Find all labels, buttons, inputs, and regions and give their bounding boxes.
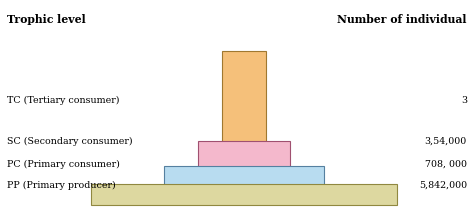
- Text: Trophic level: Trophic level: [7, 14, 86, 25]
- Text: TC (Tertiary consumer): TC (Tertiary consumer): [7, 96, 119, 105]
- Text: 708, 000: 708, 000: [425, 160, 467, 169]
- Bar: [198, 141, 291, 181]
- Text: PC (Primary consumer): PC (Primary consumer): [7, 160, 120, 169]
- Text: PP (Primary producer): PP (Primary producer): [7, 181, 116, 190]
- Text: 3: 3: [461, 96, 467, 105]
- Text: 5,842,000: 5,842,000: [419, 181, 467, 190]
- Bar: [164, 166, 324, 194]
- Text: Number of individual: Number of individual: [337, 14, 467, 25]
- Text: SC (Secondary consumer): SC (Secondary consumer): [7, 137, 133, 146]
- Bar: [222, 51, 266, 159]
- Text: 3,54,000: 3,54,000: [425, 137, 467, 146]
- Bar: [91, 184, 397, 205]
